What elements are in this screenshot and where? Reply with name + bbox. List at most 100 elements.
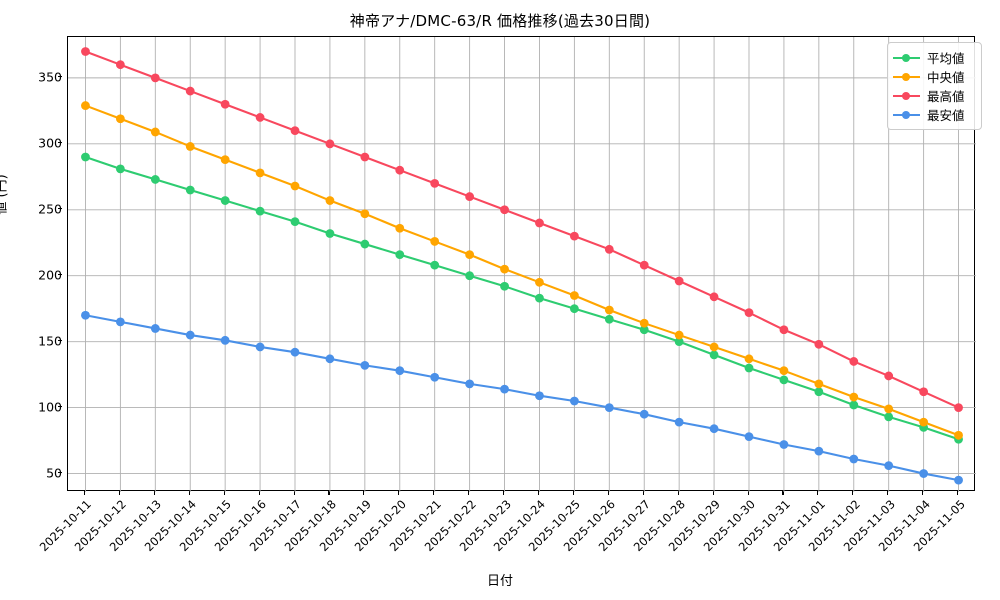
x-tick-mark [957,491,959,495]
data-point [255,168,265,178]
y-tick-label: 150 [38,333,62,349]
x-tick-mark [223,491,225,495]
data-point [430,237,440,246]
x-tick-mark [258,491,260,495]
data-point [500,205,509,215]
data-point [185,185,195,195]
y-tick-label: 200 [38,267,62,283]
y-tick-mark [58,340,62,342]
data-point [569,304,579,314]
data-point [884,412,894,422]
x-tick-label: 2025-11-04 [875,497,933,555]
y-tick-label: 50 [46,465,62,481]
data-point [849,400,859,410]
data-point [744,363,754,373]
y-tick-label: 300 [38,135,62,151]
x-tick-mark [607,491,609,495]
data-point [604,314,614,324]
data-point [255,113,265,122]
data-point [709,342,719,352]
data-point [919,417,929,427]
y-tick-mark [58,406,62,408]
data-point [465,271,475,281]
data-point [325,354,335,364]
legend-item-1: 平均値 [893,48,975,67]
legend-swatch-icon [893,51,920,65]
data-point [604,244,614,254]
data-point [465,379,475,389]
x-tick-label: 2025-11-05 [910,497,968,555]
data-point [465,250,475,260]
data-point [150,127,160,137]
chart-legend: 平均値 中央値 最高値 最安値 [887,42,982,130]
data-point [395,250,405,260]
data-point [325,229,335,238]
data-point [535,391,544,401]
data-point [220,335,230,345]
y-tick-label: 350 [38,69,62,85]
data-point [814,339,824,349]
chart-title: 神帝アナ/DMC-63/R 価格推移(過去30日間) [349,12,651,30]
series-line-4 [84,314,960,482]
data-point [674,276,684,286]
data-point [709,292,719,302]
x-tick-mark [118,491,120,495]
data-point [500,264,509,274]
data-point [500,384,509,394]
legend-label: 平均値 [927,51,965,66]
data-point [639,409,649,419]
data-point [150,324,160,333]
legend-item-2: 中央値 [893,67,975,86]
data-point [185,86,195,96]
y-tick-mark [58,274,62,276]
legend-label: 中央値 [927,70,965,85]
data-point [709,350,719,360]
legend-swatch-icon [893,108,920,122]
data-point [360,152,370,162]
x-tick-mark [712,491,714,495]
data-point [604,403,614,412]
x-tick-mark [433,491,435,495]
data-point [430,260,440,270]
data-point [919,469,929,478]
data-point [220,99,230,109]
data-point [569,396,579,406]
data-point [954,430,963,440]
x-tick-label: 2025-10-22 [421,497,479,555]
data-point [674,330,684,340]
data-point [395,366,405,376]
data-point [744,308,754,318]
data-point [360,360,370,370]
x-tick-mark [677,491,679,495]
series-line-1 [84,155,960,441]
data-point [290,217,300,227]
y-tick-mark [58,472,62,474]
data-point [884,404,894,414]
data-point [430,372,440,382]
data-point [569,291,579,300]
data-point [395,223,405,233]
data-point [954,403,963,412]
data-point [569,231,579,241]
data-point [325,196,335,205]
series-line-3 [84,50,960,409]
x-tick-mark [747,491,749,495]
data-point [779,440,789,449]
x-tick-mark [363,491,365,495]
x-tick-mark [328,491,330,495]
y-tick-mark [58,76,62,78]
data-point [849,357,859,366]
data-point [465,192,475,201]
y-axis-ticks: 50 100 150 200 250 300 350 [0,36,62,491]
y-tick-mark [58,208,62,210]
data-point [81,310,90,320]
data-point [814,446,824,456]
data-point [290,126,300,136]
data-point [535,218,544,228]
data-point [290,181,300,191]
data-point [674,417,684,427]
data-point [325,139,335,149]
data-point [884,461,894,471]
data-point [115,164,125,174]
data-point [849,392,859,402]
